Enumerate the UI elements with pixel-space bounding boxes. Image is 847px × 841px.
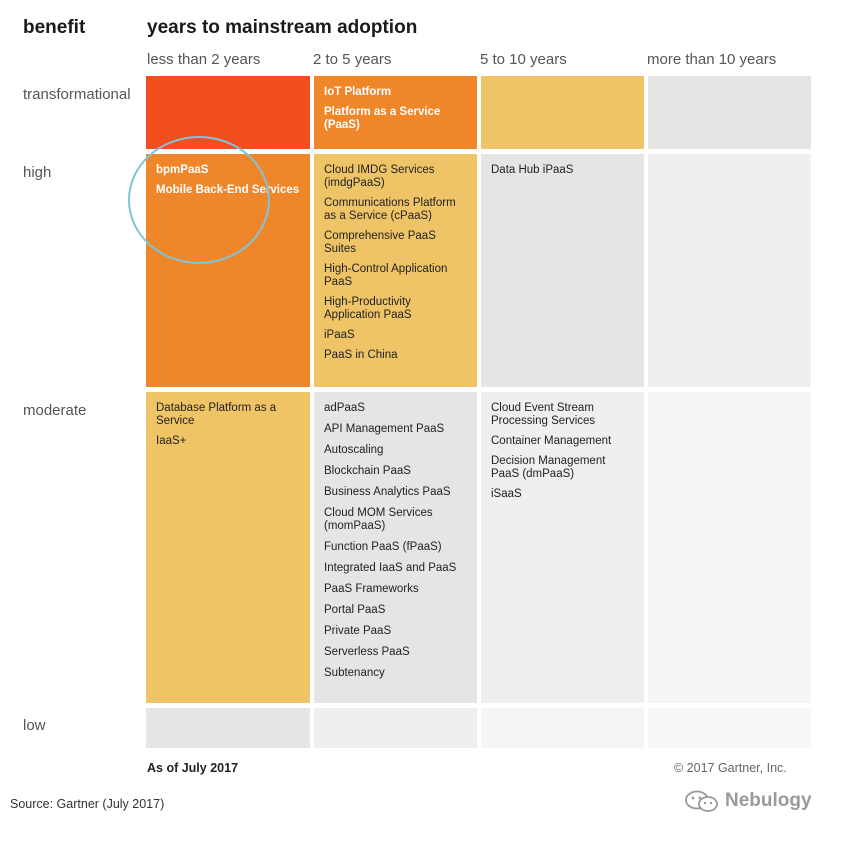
column-header-2to5: 2 to 5 years	[313, 51, 392, 68]
list-item: Decision Management PaaS (dmPaaS)	[491, 455, 606, 480]
list-item: Cloud MOM Services (momPaaS)	[324, 507, 433, 532]
list-item: iPaaS	[324, 329, 355, 341]
wechat-icon	[684, 789, 720, 813]
as-of-date: As of July 2017	[147, 761, 239, 775]
list-item: iSaaS	[491, 488, 522, 500]
column-header-gt10: more than 10 years	[647, 51, 777, 68]
cell-moderate-lt2: Database Platform as a Service IaaS+	[146, 392, 310, 703]
cell-high-2to5: Cloud IMDG Services (imdgPaaS) Communica…	[314, 154, 477, 387]
list-item: Database Platform as a Service	[156, 402, 277, 427]
cell-low-5to10	[481, 708, 644, 748]
row-header-transformational: transformational	[23, 86, 131, 103]
list-item: High-Control Application PaaS	[324, 263, 448, 288]
list-item: Subtenancy	[324, 667, 385, 679]
list-item: Mobile Back-End Services	[156, 184, 300, 196]
column-header-lt2: less than 2 years	[147, 51, 261, 68]
watermark: Nebulogy	[684, 789, 812, 813]
watermark-text: Nebulogy	[725, 790, 812, 811]
list-item: API Management PaaS	[324, 423, 445, 435]
list-item: Portal PaaS	[324, 604, 386, 616]
cell-moderate-gt10	[648, 392, 811, 703]
list-item: Communications Platform as a Service (cP…	[324, 197, 456, 222]
cell-low-2to5	[314, 708, 477, 748]
list-item: Function PaaS (fPaaS)	[324, 541, 442, 553]
list-item: Cloud Event Stream Processing Services	[491, 402, 596, 427]
row-header-high: high	[23, 164, 52, 181]
list-item: IoT Platform	[324, 86, 392, 98]
benefit-title: benefit	[23, 17, 86, 38]
column-header-5to10: 5 to 10 years	[480, 51, 567, 68]
list-item: IaaS+	[156, 435, 187, 447]
list-item: adPaaS	[324, 402, 365, 414]
list-item: High-Productivity Application PaaS	[324, 296, 412, 321]
adoption-title: years to mainstream adoption	[147, 17, 418, 38]
list-item: Serverless PaaS	[324, 646, 410, 658]
list-item: Container Management	[491, 435, 612, 447]
list-item: Data Hub iPaaS	[491, 164, 574, 176]
cell-transformational-gt10	[648, 76, 811, 149]
cell-transformational-5to10	[481, 76, 644, 149]
list-item: PaaS Frameworks	[324, 583, 419, 595]
cell-high-lt2: bpmPaaS Mobile Back-End Services	[146, 154, 310, 387]
cell-moderate-2to5: adPaaS API Management PaaS Autoscaling B…	[314, 392, 477, 703]
list-item: Business Analytics PaaS	[324, 486, 451, 498]
copyright: © 2017 Gartner, Inc.	[674, 761, 787, 775]
cell-low-lt2	[146, 708, 310, 748]
list-item: Cloud IMDG Services (imdgPaaS)	[324, 164, 435, 189]
list-item: bpmPaaS	[156, 164, 209, 176]
list-item: Comprehensive PaaS Suites	[324, 230, 436, 255]
list-item: Platform as a Service (PaaS)	[324, 106, 441, 131]
cell-moderate-5to10: Cloud Event Stream Processing Services C…	[481, 392, 644, 703]
list-item: PaaS in China	[324, 349, 398, 361]
cell-high-5to10: Data Hub iPaaS	[481, 154, 644, 387]
list-item: Autoscaling	[324, 444, 384, 456]
cell-transformational-2to5: IoT Platform Platform as a Service (PaaS…	[314, 76, 477, 149]
list-item: Private PaaS	[324, 625, 392, 637]
row-header-moderate: moderate	[23, 402, 87, 419]
row-header-low: low	[23, 717, 46, 734]
cell-high-gt10	[648, 154, 811, 387]
list-item: Blockchain PaaS	[324, 465, 411, 477]
cell-transformational-lt2	[146, 76, 310, 149]
cell-low-gt10	[648, 708, 811, 748]
source-note: Source: Gartner (July 2017)	[10, 797, 165, 811]
list-item: Integrated IaaS and PaaS	[324, 562, 457, 574]
